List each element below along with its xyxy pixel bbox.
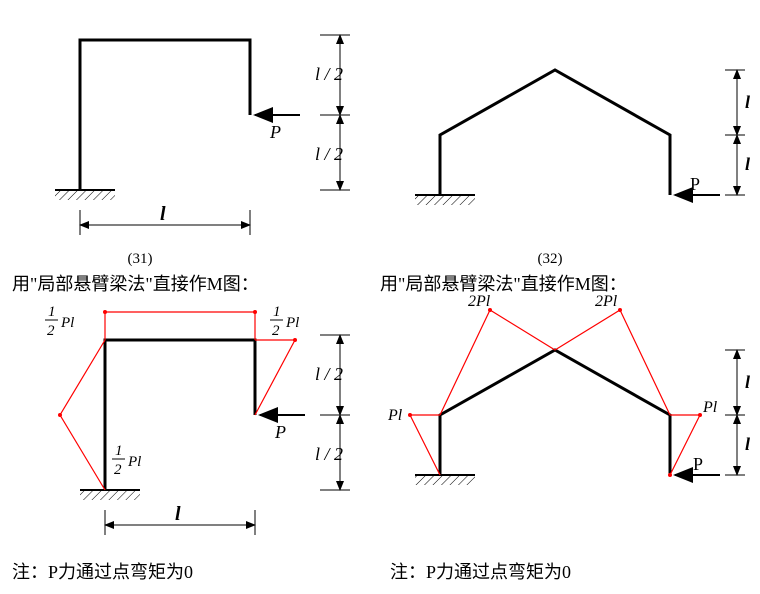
fig31m-dim-l: l xyxy=(175,503,181,525)
fig32-m-apexr: 2Pl xyxy=(595,293,618,310)
fig31-m-tr: Pl xyxy=(285,315,299,331)
fig31m-dim2: l / 2 xyxy=(315,444,343,464)
frac-d1: 2 xyxy=(47,323,55,339)
fig31m-load: P xyxy=(274,422,286,442)
fig31-dim-bot: l / 2 xyxy=(315,144,343,164)
fig32m-dim2: l xyxy=(745,434,750,454)
fig31-caption: 用"局部悬臂梁法"直接作M图： xyxy=(12,274,259,294)
fig32-dim-l1: l xyxy=(745,92,750,112)
fig31-m-tl: Pl xyxy=(60,315,74,331)
frac-d2: 2 xyxy=(272,323,280,339)
fig32-geometry: P l l xyxy=(415,70,750,205)
fig31-load-P: P xyxy=(269,122,281,142)
fig32-number: (32) xyxy=(538,251,563,267)
fig32-note: 注：P力通过点弯矩为0 xyxy=(390,562,571,582)
frac-n3: 1 xyxy=(115,443,123,459)
fig32-load-P: P xyxy=(690,174,700,194)
fig31m-dim1: l / 2 xyxy=(315,364,343,384)
fig31-number: (31) xyxy=(128,251,153,267)
fig31-moment: P 1 2 Pl 1 2 Pl 1 2 Pl l xyxy=(45,304,350,535)
fig32-m-eaver: Pl xyxy=(702,399,718,416)
fig32-dim-l2: l xyxy=(745,154,750,174)
fig32-caption: 用"局部悬臂梁法"直接作M图： xyxy=(380,274,627,294)
frac-d3: 2 xyxy=(114,462,122,478)
fig32m-load: P xyxy=(693,454,703,474)
fig31-geometry: P l / 2 l / 2 l xyxy=(55,35,350,235)
frac-n1: 1 xyxy=(48,304,56,320)
fig32-m-eavel: Pl xyxy=(387,407,403,424)
fig31-note: 注：P力通过点弯矩为0 xyxy=(12,562,193,582)
fig32-m-apexl: 2Pl xyxy=(468,293,491,310)
fig32-moment: P 2Pl 2Pl Pl Pl l l xyxy=(387,293,750,485)
fig32m-dim1: l xyxy=(745,372,750,392)
fig31-dim-l: l xyxy=(160,203,166,225)
fig31-dim-top: l / 2 xyxy=(315,64,343,84)
frac-n2: 1 xyxy=(273,304,281,320)
fig31-m-col: Pl xyxy=(127,454,141,470)
